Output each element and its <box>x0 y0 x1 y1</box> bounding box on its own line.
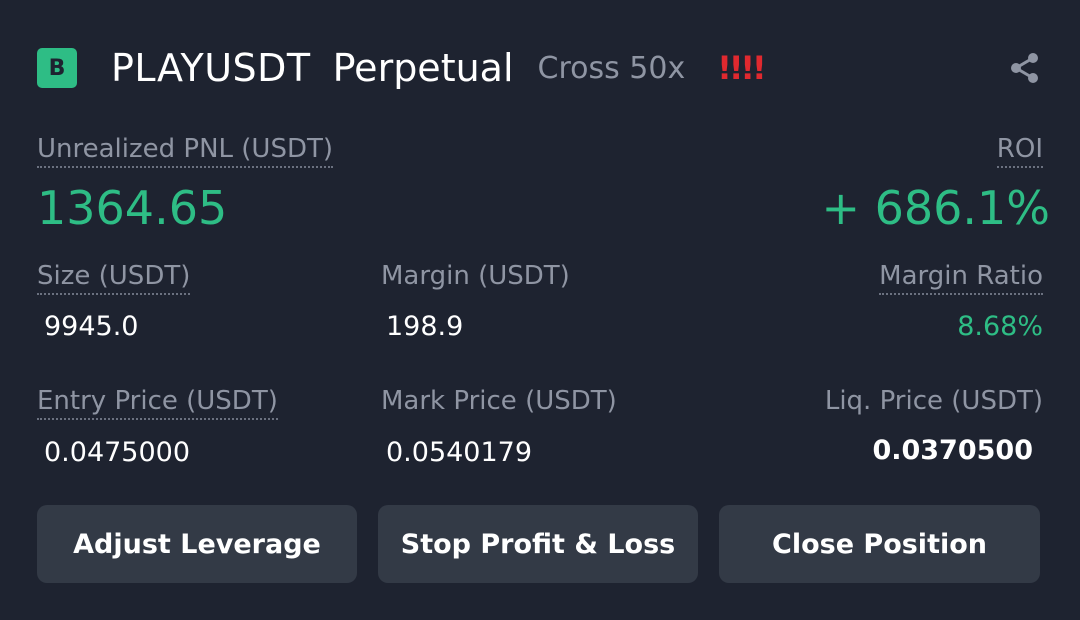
liq-price-value: 0.0370500 <box>872 435 1033 466</box>
unrealized-pnl-value: 1364.65 <box>37 181 228 235</box>
size-value: 9945.0 <box>44 311 139 342</box>
margin-value: 198.9 <box>386 311 464 342</box>
roi-label[interactable]: ROI <box>996 133 1043 168</box>
close-position-button[interactable]: Close Position <box>719 505 1040 583</box>
roi-value: + 686.1% <box>821 181 1050 235</box>
liq-price-label: Liq. Price (USDT) <box>824 386 1043 416</box>
mark-price-label: Mark Price (USDT) <box>381 386 617 416</box>
margin-mode-leverage: Cross 50x <box>537 50 686 86</box>
share-icon <box>1011 53 1038 83</box>
share-button[interactable] <box>1007 50 1043 86</box>
entry-price-label[interactable]: Entry Price (USDT) <box>37 385 278 420</box>
exchange-badge: B <box>37 48 77 88</box>
position-header: B PLAYUSDT Perpetual Cross 50x !!!! <box>37 40 1043 96</box>
stop-profit-loss-button[interactable]: Stop Profit & Loss <box>378 505 698 583</box>
margin-ratio-label[interactable]: Margin Ratio <box>879 260 1043 295</box>
symbol-title: PLAYUSDT <box>111 46 311 90</box>
entry-price-value: 0.0475000 <box>44 437 191 468</box>
margin-ratio-value: 8.68% <box>957 311 1043 342</box>
size-label[interactable]: Size (USDT) <box>37 260 191 295</box>
contract-type: Perpetual <box>332 46 514 90</box>
adjust-leverage-button[interactable]: Adjust Leverage <box>37 505 357 583</box>
alert-indicator: !!!! <box>717 49 766 87</box>
mark-price-value: 0.0540179 <box>386 437 533 468</box>
margin-label: Margin (USDT) <box>381 261 570 291</box>
unrealized-pnl-label[interactable]: Unrealized PNL (USDT) <box>37 133 334 168</box>
